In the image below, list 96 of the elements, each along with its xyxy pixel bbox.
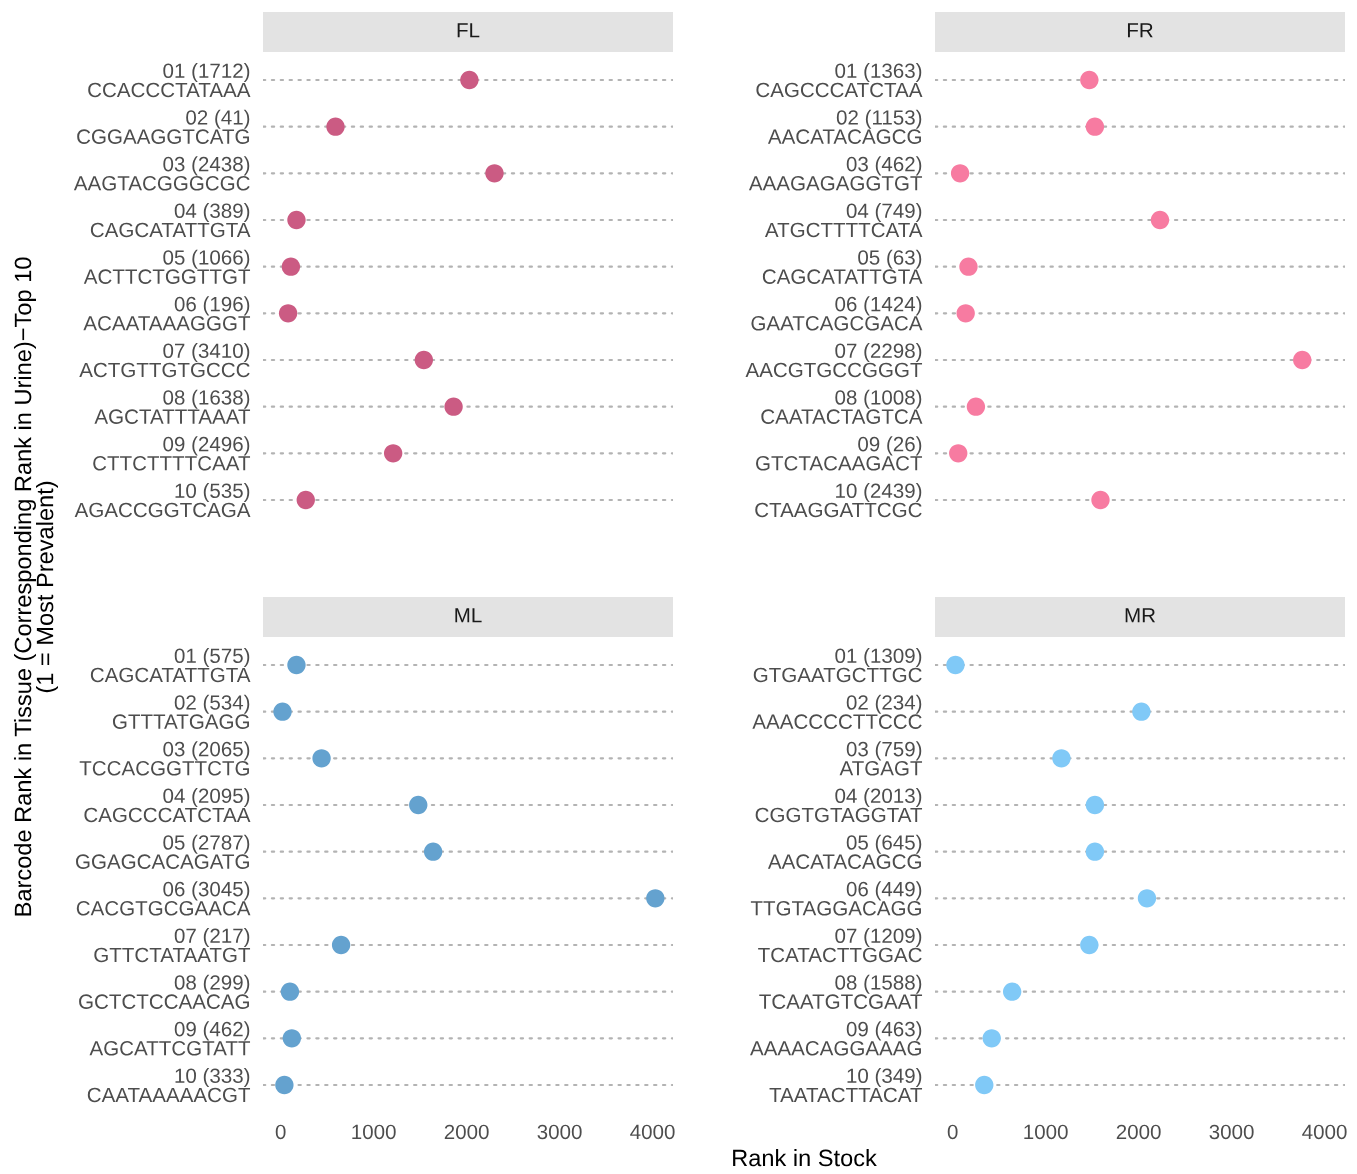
y-tick-label: 05 (63) CAGCATATTGTA <box>762 249 923 284</box>
point <box>1002 982 1022 1001</box>
y-tick-label: 07 (1209) TCATACTTGGAC <box>758 927 922 963</box>
y-tick-label: 10 (535) AGACCGGTCAGA <box>74 482 251 518</box>
point <box>444 397 463 416</box>
point <box>273 702 292 721</box>
x-tick-label: 1000 <box>1024 1124 1068 1140</box>
y-tick-label: 07 (3410) ACTGTTGTGCCC <box>79 342 250 378</box>
chart-title: FL <box>457 23 480 38</box>
y-tick-label: 03 (759) ATGAGT <box>839 741 923 776</box>
y-tick-label: 07 (217) GTTCTATAATGT <box>94 927 251 963</box>
y-tick-label: 02 (234) AAACCCCTTCCC <box>752 694 922 729</box>
y-tick-label: 08 (1638) AGCTATTTAAAT <box>94 389 251 424</box>
y-tick-label: 08 (1008) CAATACTAGTCA <box>761 389 923 424</box>
y-tick-label: 05 (1066) ACTTCTGGTTGT <box>83 249 251 284</box>
y-tick-label: 09 (2496) CTTCTTTTCAAT <box>93 436 251 471</box>
y-tick-label: 04 (2013) CGGTGTAGGTAT <box>755 787 923 823</box>
y-tick-label: 01 (1363) CAGCCCATCTAA <box>756 62 923 98</box>
point <box>287 210 306 230</box>
point <box>1150 210 1170 230</box>
point <box>383 444 403 463</box>
y-axis-title: Barcode Rank in Tissue (Corresponding Rank in Urine)−Top 10 (1 = Most Prevalent) <box>13 257 58 916</box>
chart-title: ML <box>455 608 482 623</box>
point <box>281 257 301 276</box>
y-tick-label: 04 (749) ATGCTTTTCATA <box>764 202 923 238</box>
point <box>646 889 665 908</box>
y-tick-label: 08 (1588) TCAATGTCGAAT <box>759 974 923 1009</box>
point <box>950 164 970 183</box>
chart-title: MR <box>1125 608 1156 623</box>
x-tick-label: 3000 <box>537 1124 582 1140</box>
x-tick-label: 4000 <box>1302 1124 1347 1140</box>
point <box>280 982 300 1001</box>
x-axis-title: Rank in Stock <box>733 1148 877 1167</box>
point <box>275 1075 294 1095</box>
point <box>959 257 978 276</box>
y-tick-label: 09 (463) AAAACAGGAAAG <box>750 1021 922 1056</box>
y-tick-label: 04 (389) CAGCATATTGTA <box>90 202 251 238</box>
y-tick-label: 02 (41) CGGAAGGTCATG <box>77 109 250 144</box>
y-tick-label: 02 (534) GTTTATGAGG <box>112 694 250 729</box>
point <box>949 444 968 463</box>
x-tick-label: 1000 <box>352 1124 396 1140</box>
y-tick-label: 06 (1424) GAATCAGCGACA <box>751 296 923 331</box>
y-tick-label: 02 (1153) AACATACAGCG <box>767 109 922 144</box>
y-tick-label: 03 (2438) AAGTACGGGCGC <box>73 156 250 191</box>
point <box>282 1029 302 1048</box>
y-tick-label: 05 (645) AACATACAGCG <box>767 834 922 869</box>
y-tick-label: 09 (462) AGCATTCGTATT <box>89 1021 251 1056</box>
x-tick-label: 2000 <box>1116 1124 1161 1140</box>
y-tick-label: 01 (1309) GTGAATGCTTGC <box>753 647 922 683</box>
x-tick-label: 2000 <box>444 1124 489 1140</box>
point <box>1080 70 1099 90</box>
point <box>414 350 434 370</box>
y-tick-label: 04 (2095) CAGCCCATCTAA <box>84 787 251 823</box>
y-tick-label: 06 (196) ACAATAAAGGGT <box>83 296 251 331</box>
point <box>423 842 443 861</box>
point <box>1091 490 1110 510</box>
point <box>485 164 504 183</box>
point <box>1085 842 1105 861</box>
y-tick-label: 10 (333) CAATAAAAACGT <box>87 1067 251 1103</box>
point <box>278 304 298 323</box>
y-tick-label: 08 (299) GCTCTCCAACAG <box>79 974 250 1009</box>
y-tick-label: 03 (2065) TCCACGGTTCTG <box>79 741 250 776</box>
point <box>1293 350 1312 370</box>
point <box>946 655 965 675</box>
y-tick-label: 10 (349) TAATACTTACAT <box>769 1067 923 1103</box>
point <box>312 749 331 768</box>
y-tick-label: 03 (462) AAAGAGAGGTGT <box>748 156 923 191</box>
point <box>409 795 428 815</box>
point <box>326 117 345 136</box>
point <box>1080 935 1099 955</box>
point <box>287 655 306 675</box>
y-tick-label: 06 (3045) CACGTGCGAACA <box>76 881 251 916</box>
point <box>460 70 479 90</box>
point <box>1137 889 1157 908</box>
x-tick-label: 0 <box>275 1124 286 1140</box>
point <box>1132 702 1151 721</box>
point <box>1085 795 1105 815</box>
point <box>1052 749 1071 768</box>
point <box>966 397 986 416</box>
point <box>956 304 975 323</box>
point <box>331 935 351 955</box>
point <box>982 1029 1001 1048</box>
point <box>1085 117 1105 136</box>
x-tick-label: 0 <box>947 1124 958 1140</box>
y-tick-label: 01 (575) CAGCATATTGTA <box>90 647 251 683</box>
chart-title: FR <box>1127 23 1153 38</box>
x-tick-label: 3000 <box>1209 1124 1254 1140</box>
y-tick-label: 05 (2787) GGAGCACAGATG <box>76 834 250 869</box>
y-tick-label: 10 (2439) CTAAGGATTCGC <box>755 482 922 518</box>
y-tick-label: 09 (26) GTCTACAAGACT <box>756 436 923 471</box>
point <box>975 1075 994 1095</box>
point <box>296 490 315 510</box>
y-tick-label: 01 (1712) CCACCCTATAAA <box>88 62 251 98</box>
x-tick-label: 4000 <box>630 1124 675 1140</box>
y-tick-label: 07 (2298) AACGTGCCGGGT <box>745 342 923 378</box>
y-tick-label: 06 (449) TTGTAGGACAGG <box>750 881 922 916</box>
